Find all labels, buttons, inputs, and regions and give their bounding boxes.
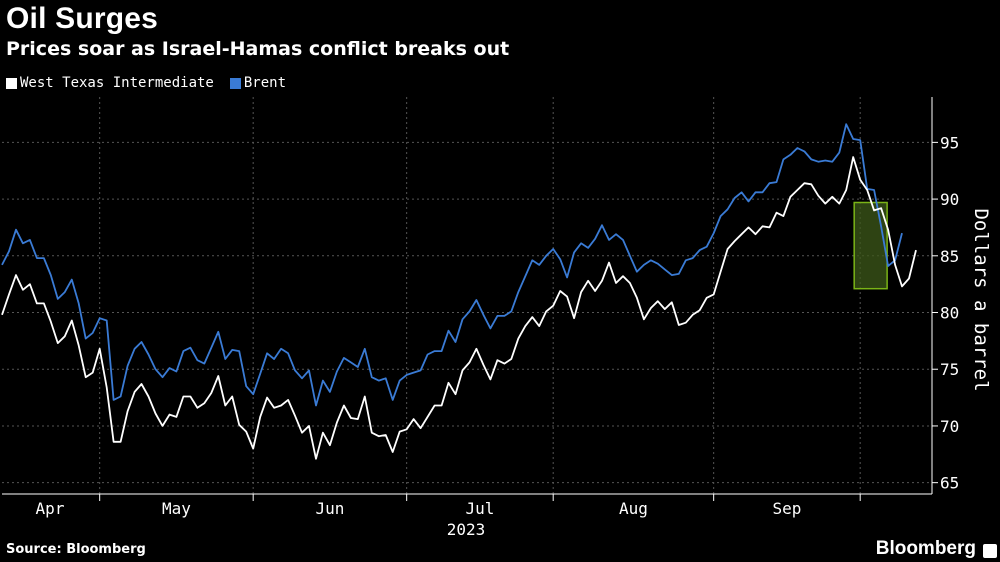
highlight-box xyxy=(853,201,888,290)
highlight-rect xyxy=(853,201,888,290)
grid xyxy=(2,97,932,494)
x-tick-label: Sep xyxy=(772,499,801,518)
series-line-brent xyxy=(1,123,903,407)
x-axis: Apr May Jun Jul Aug Sep xyxy=(2,493,932,518)
legend-label-wti: West Texas Intermediate xyxy=(20,75,214,91)
bloomberg-logo-icon xyxy=(983,544,997,558)
y-axis-label: Dollars a barrel xyxy=(970,208,992,391)
brand-logo-text: Bloomberg xyxy=(875,538,976,559)
legend-label-brent: Brent xyxy=(243,75,287,91)
x-tick-label: Aug xyxy=(619,499,648,518)
x-axis-year-label: 2023 xyxy=(447,520,486,539)
legend-item-wti: West Texas Intermediate xyxy=(6,75,214,91)
legend-swatch-brent xyxy=(229,77,241,89)
legend: West Texas Intermediate Brent xyxy=(6,75,296,91)
y-tick-label: 90 xyxy=(940,190,959,209)
y-tick-label: 70 xyxy=(940,417,959,436)
x-tick-label: Jun xyxy=(315,499,344,518)
y-tick-label: 80 xyxy=(940,304,959,323)
legend-item-brent: Brent xyxy=(229,75,287,91)
x-tick-label: May xyxy=(162,499,191,518)
y-tick-label: 95 xyxy=(940,133,959,152)
y-tick-label: 65 xyxy=(940,474,959,493)
x-tick-label: Jul xyxy=(465,499,494,518)
y-axis: 65 70 75 80 85 90 95 xyxy=(931,97,959,494)
series-line-wti xyxy=(1,156,917,460)
chart-subtitle: Prices soar as Israel-Hamas conflict bre… xyxy=(6,38,510,60)
legend-swatch-wti xyxy=(6,77,17,89)
chart-title: Oil Surges xyxy=(6,2,159,35)
y-tick-label: 85 xyxy=(940,247,959,266)
series-lines xyxy=(1,123,917,460)
source-note: Source: Bloomberg xyxy=(6,542,146,557)
x-tick-label: Apr xyxy=(36,499,65,518)
y-tick-label: 75 xyxy=(940,360,959,379)
